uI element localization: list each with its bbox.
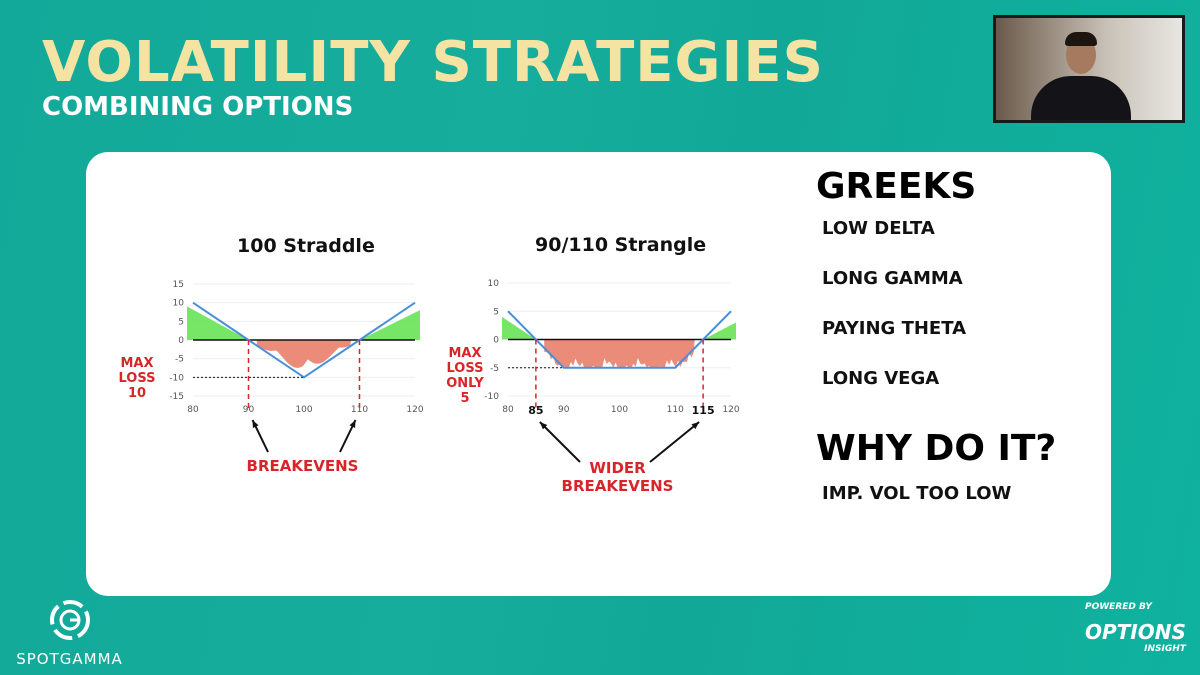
spotgamma-text: SPOTGAMMA bbox=[16, 650, 123, 668]
x-tick-label: 80 bbox=[187, 405, 199, 415]
why-heading: WHY DO IT? bbox=[816, 428, 1057, 469]
x-tick-label: 110 bbox=[351, 405, 368, 415]
slide-card bbox=[86, 152, 1111, 596]
y-tick-label: -5 bbox=[175, 355, 184, 365]
y-tick-label: 10 bbox=[488, 279, 500, 289]
y-tick-label: 5 bbox=[493, 307, 499, 317]
y-tick-label: -5 bbox=[490, 364, 499, 374]
chart-title-straddle: 100 Straddle bbox=[237, 235, 375, 257]
profit-area bbox=[502, 316, 536, 340]
options-insight-logo: POWERED BY OPTIONS INSIGHT bbox=[1085, 602, 1186, 654]
options-text: OPTIONS bbox=[1085, 620, 1186, 644]
greek-item: PAYING THETA bbox=[822, 318, 967, 339]
arrow-head bbox=[539, 422, 548, 430]
wider-breakevens-label: WIDER BREAKEVENS bbox=[545, 459, 690, 495]
y-tick-label: 0 bbox=[493, 336, 499, 346]
x-tick-label: 90 bbox=[243, 405, 255, 415]
loss-area bbox=[256, 340, 352, 368]
ann-line: LOSS bbox=[446, 361, 484, 376]
profit-area bbox=[359, 310, 420, 340]
arrow bbox=[649, 421, 700, 463]
x-tick-label: 100 bbox=[295, 405, 312, 415]
y-tick-label: -10 bbox=[484, 392, 499, 402]
profit-area bbox=[187, 306, 249, 340]
y-tick-label: 5 bbox=[178, 317, 184, 327]
why-item: IMP. VOL TOO LOW bbox=[822, 483, 1012, 504]
arrow bbox=[539, 421, 581, 463]
ann-line: MAX bbox=[448, 346, 482, 361]
breakevens-label: BREAKEVENS bbox=[246, 457, 359, 475]
arrow-head bbox=[349, 420, 356, 428]
payoff-line bbox=[507, 310, 732, 369]
greek-item: LONG VEGA bbox=[822, 368, 940, 389]
slide-title: VOLATILITY STRATEGIES bbox=[42, 30, 824, 95]
ann-line: MAX bbox=[120, 356, 154, 371]
max-loss-label-strangle: MAX LOSS ONLY 5 bbox=[440, 346, 490, 406]
x-tick-label: 80 bbox=[502, 405, 514, 415]
slide-subtitle: COMBINING OPTIONS bbox=[42, 92, 354, 122]
greek-item: LONG GAMMA bbox=[822, 268, 963, 289]
payoff-line bbox=[192, 301, 416, 379]
x-tick-label: 120 bbox=[722, 405, 739, 415]
loss-area bbox=[544, 339, 695, 368]
y-tick-label: -15 bbox=[169, 392, 184, 402]
spotgamma-logo: SPOTGAMMA bbox=[12, 598, 127, 668]
ann-line: BREAKEVENS bbox=[561, 477, 674, 495]
x-tick-label: 120 bbox=[406, 405, 423, 415]
x-tick-label: 90 bbox=[558, 405, 570, 415]
ann-line: 10 bbox=[127, 386, 147, 401]
webcam-video bbox=[993, 15, 1185, 123]
y-tick-label: 0 bbox=[178, 336, 184, 346]
x-tick-label: 110 bbox=[667, 405, 684, 415]
insight-text: INSIGHT bbox=[1144, 644, 1186, 654]
ann-line: WIDER bbox=[589, 459, 646, 477]
arrow-head bbox=[252, 420, 259, 428]
greeks-heading: GREEKS bbox=[816, 166, 977, 207]
y-tick-label: 10 bbox=[173, 299, 185, 309]
powered-by: POWERED BY bbox=[1085, 602, 1152, 612]
chart-title-strangle: 90/110 Strangle bbox=[535, 234, 707, 256]
breakeven-value: 85 bbox=[528, 404, 543, 417]
profit-area bbox=[703, 322, 736, 340]
y-tick-label: 15 bbox=[173, 280, 184, 290]
greek-item: LOW DELTA bbox=[822, 218, 935, 239]
ann-line: LOSS bbox=[118, 371, 156, 386]
breakeven-value: 115 bbox=[692, 404, 715, 417]
y-tick-label: -10 bbox=[169, 373, 184, 383]
max-loss-label-straddle: MAX LOSS 10 bbox=[112, 356, 162, 401]
spotgamma-icon bbox=[49, 600, 90, 640]
x-tick-label: 100 bbox=[611, 405, 628, 415]
arrow-head bbox=[691, 422, 700, 430]
ann-line: ONLY 5 bbox=[446, 376, 484, 406]
